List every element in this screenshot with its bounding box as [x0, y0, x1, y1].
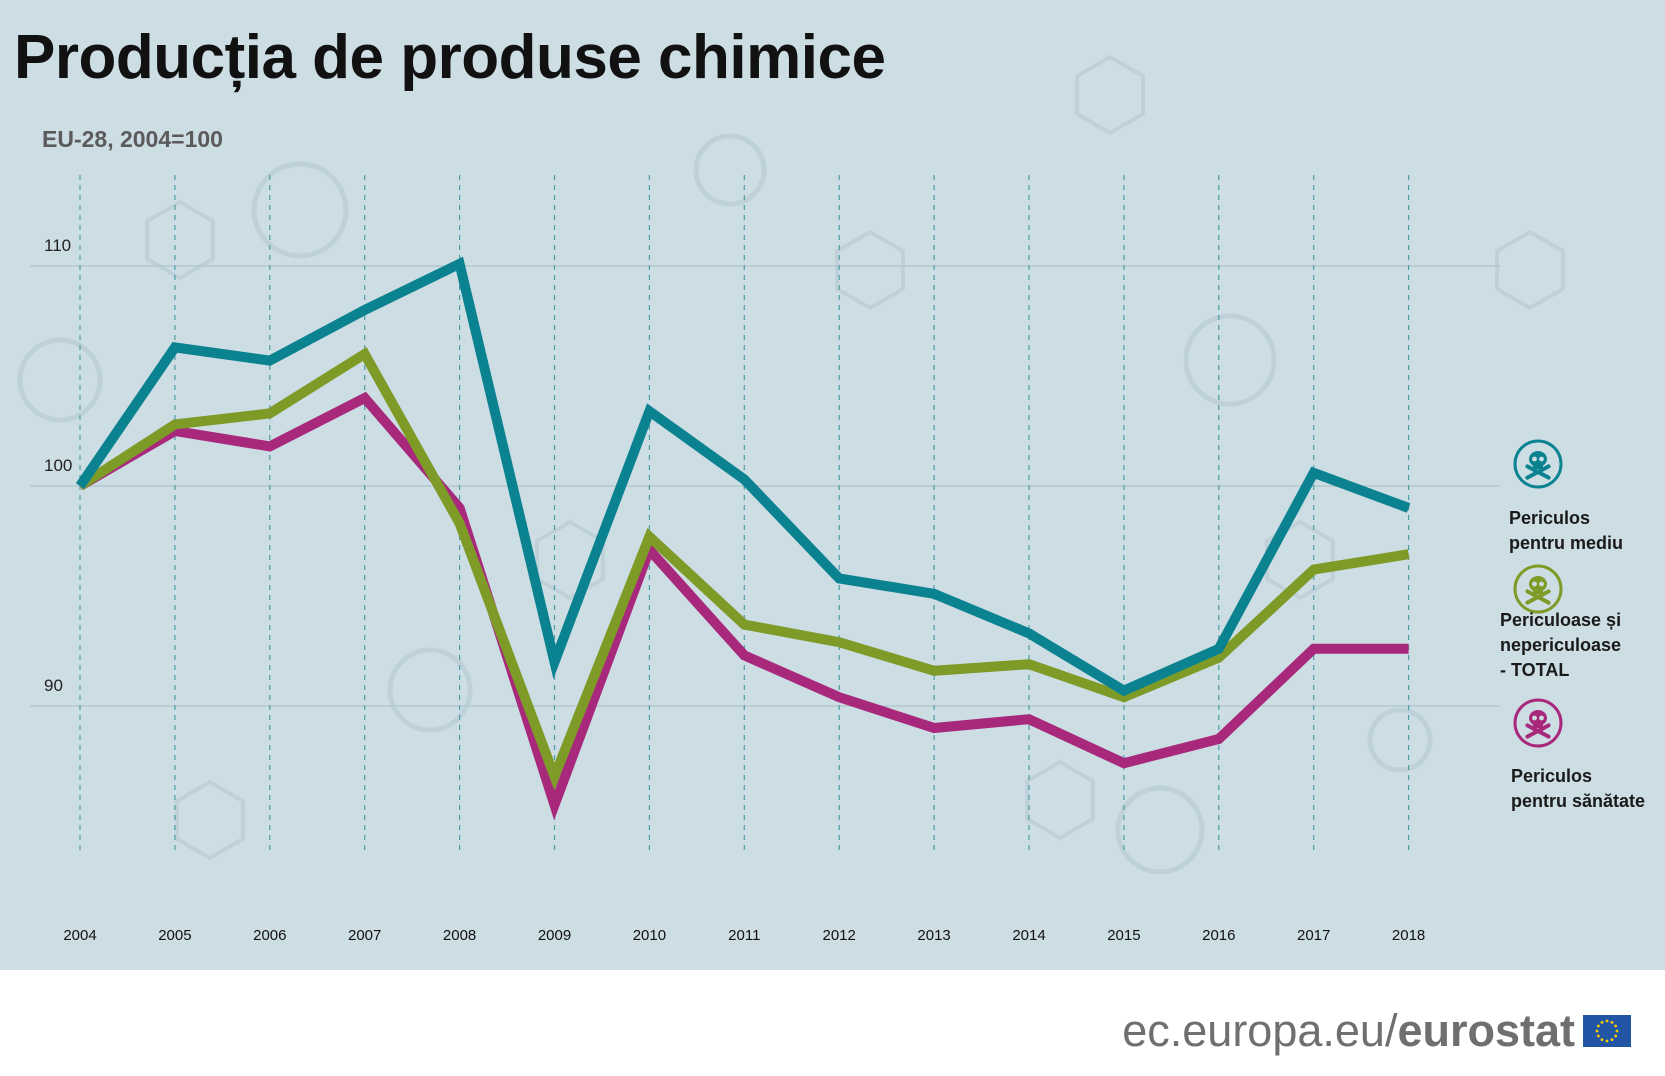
background-molecule-decoration	[1183, 313, 1277, 407]
legend-label-health: Periculos pentru sănătate	[1511, 764, 1645, 814]
flag-star	[1600, 1038, 1604, 1042]
line-chart: 90 100 110 2004 2005 2006 2007 2008 2009 2010 201…	[17, 54, 1565, 944]
flag-star	[1615, 1029, 1619, 1033]
legend-health-line1: Periculos	[1511, 766, 1593, 786]
series-line-health	[77, 391, 1409, 821]
eu-flag-icon	[1583, 1015, 1631, 1047]
background-molecule-decoration	[387, 647, 473, 733]
y-tick-label-90: 90	[44, 676, 63, 695]
background-hexagon-decoration	[1265, 519, 1335, 601]
series-lines	[75, 256, 1411, 821]
background-hexagon-decoration	[1025, 759, 1095, 841]
y-axis-labels: 90 100 110	[44, 236, 72, 695]
y-tick-label-110: 110	[44, 236, 71, 255]
series-line-environment	[75, 256, 1411, 697]
skull-crossbones-icon	[1513, 564, 1563, 614]
legend-label-total: Periculoase și nepericuloase - TOTAL	[1500, 608, 1621, 683]
flag-star	[1596, 1024, 1600, 1028]
x-tick-label-2014: 2014	[1012, 927, 1045, 944]
x-tick-label-2018: 2018	[1392, 927, 1425, 944]
legend-label-environment: Periculos pentru mediu	[1509, 506, 1623, 556]
flag-star	[1610, 1038, 1614, 1042]
background-molecule-decoration	[251, 161, 349, 259]
x-tick-label-2005: 2005	[158, 927, 191, 944]
background-hexagon-decoration	[175, 779, 245, 861]
x-tick-label-2017: 2017	[1297, 927, 1330, 944]
x-tick-label-2016: 2016	[1202, 927, 1235, 944]
x-tick-label-2009: 2009	[538, 927, 571, 944]
background-hexagon-decoration	[1495, 229, 1565, 311]
flag-star	[1605, 1039, 1609, 1043]
footer-brand[interactable]: eurostat	[1397, 1005, 1575, 1056]
flag-star	[1614, 1024, 1618, 1028]
flag-star	[1610, 1020, 1614, 1024]
background-hexagon-decoration	[835, 229, 905, 311]
flag-star	[1605, 1019, 1609, 1023]
flag-star	[1595, 1029, 1599, 1033]
legend-total-line2: nepericuloase	[1500, 635, 1622, 655]
background-molecule-decoration	[693, 133, 767, 207]
x-axis-labels: 2004 2005 2006 2007 2008 2009 2010 2011 2012 2013…	[63, 927, 1425, 944]
background-molecule-decoration	[1367, 707, 1433, 773]
chart-title: Producția de produse chimice	[14, 23, 886, 92]
flag-star	[1600, 1020, 1604, 1024]
legend-environment-line1: Periculos	[1509, 508, 1591, 528]
x-tick-label-2006: 2006	[253, 927, 286, 944]
legend-total-line1: Periculoase și	[1500, 610, 1622, 630]
legend-environment-line2: pentru mediu	[1509, 533, 1624, 553]
legend-total-line3: - TOTAL	[1500, 660, 1570, 680]
footer-url[interactable]: ec.europa.eu/	[1122, 1005, 1398, 1056]
x-tick-label-2007: 2007	[348, 927, 381, 944]
x-tick-label-2010: 2010	[633, 927, 666, 944]
x-tick-label-2013: 2013	[917, 927, 950, 944]
footer-source: ec.europa.eu/eurostat	[1122, 1005, 1631, 1057]
background-hexagon-decoration	[1075, 54, 1145, 136]
background-molecule-decoration	[17, 337, 103, 423]
skull-crossbones-icon	[1513, 698, 1563, 748]
background-hexagon-decoration	[145, 199, 215, 281]
chart-panel: 90 100 110 2004 2005 2006 2007 2008 2009 2010 201…	[0, 0, 1665, 970]
x-tick-label-2008: 2008	[443, 927, 476, 944]
x-tick-label-2004: 2004	[63, 927, 96, 944]
gridlines	[30, 175, 1500, 850]
x-tick-label-2012: 2012	[823, 927, 856, 944]
flag-star	[1596, 1034, 1600, 1038]
background-molecule-decoration	[1115, 785, 1205, 875]
skull-crossbones-icon	[1513, 439, 1563, 489]
x-tick-label-2015: 2015	[1107, 927, 1140, 944]
flag-star	[1614, 1034, 1618, 1038]
y-tick-label-100: 100	[44, 456, 72, 475]
chemistry-background-pattern	[17, 54, 1565, 875]
x-tick-label-2011: 2011	[728, 927, 760, 944]
legend-health-line2: pentru sănătate	[1511, 791, 1646, 811]
chart-subtitle: EU-28, 2004=100	[42, 126, 223, 152]
series-line-total	[77, 346, 1410, 791]
